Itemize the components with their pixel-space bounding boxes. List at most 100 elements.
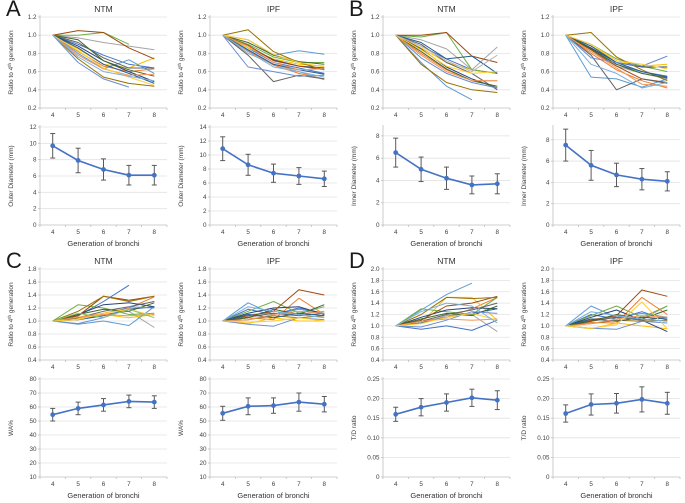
- x-axis-label: Generation of bronchi: [67, 491, 139, 500]
- chart-canvas: 0.2 0.4 0.6 0.8 1.0 1.2 4 5 6 7 8 NTM Ratio to 4th g…: [350, 4, 511, 119]
- chart-title: NTM: [437, 4, 455, 14]
- patient-line: [52, 34, 155, 82]
- x-tick-label: 6: [102, 229, 106, 236]
- x-tick-label: 8: [153, 364, 157, 371]
- y-tick-label: 1.0: [28, 318, 37, 325]
- patient-line: [565, 34, 668, 67]
- x-tick-label: 7: [297, 364, 301, 371]
- patient-line: [395, 318, 498, 327]
- x-tick-label: 5: [76, 364, 80, 371]
- y-tick-label: 50: [199, 418, 207, 425]
- mean-marker: [494, 397, 500, 403]
- panel-c-charts: 0.4 0.6 0.8 1.0 1.2 1.4 1.6 1.8 4 5 6 7 8 NTM Ratio to…: [4, 254, 342, 503]
- patient-line: [395, 34, 498, 82]
- y-tick-label: 20: [29, 460, 37, 467]
- x-tick-label: 8: [496, 481, 500, 488]
- x-tick-label: 6: [102, 112, 106, 119]
- y-tick-label: 1.0: [541, 323, 550, 330]
- y-tick-label: 0.05: [537, 454, 550, 461]
- mean-marker: [101, 167, 106, 172]
- patient-line: [395, 312, 498, 327]
- patient-line: [52, 30, 155, 60]
- panel-letter-a: A: [6, 0, 21, 21]
- patient-line: [565, 34, 668, 70]
- panel-d-charts: 0.4 0.6 0.8 1.0 1.2 1.4 1.6 1.8 2.0 4 5 6 7 8 NTM Ratio…: [347, 254, 685, 503]
- patient-line: [565, 34, 668, 88]
- y-tick-label: 1.4: [371, 300, 380, 307]
- y-tick-label: 0.6: [28, 344, 37, 351]
- y-tick-label: 2.0: [541, 266, 550, 273]
- patient-line: [565, 34, 668, 89]
- y-tick-label: 0.6: [371, 69, 380, 76]
- patient-line: [52, 34, 155, 76]
- chart-d-ntm-ratio: 0.4 0.6 0.8 1.0 1.2 1.4 1.6 1.8 2.0 4 5 6 7 8 NTM Ratio…: [347, 254, 515, 373]
- x-tick-label: 6: [445, 481, 449, 488]
- chart-title: NTM: [437, 256, 455, 266]
- mean-marker: [563, 142, 569, 148]
- mean-marker: [220, 146, 226, 152]
- panel-letter-d: D: [349, 248, 365, 273]
- y-tick-label: 0.4: [198, 357, 207, 364]
- x-tick-label: 4: [394, 364, 398, 371]
- y-axis-label: Outer Diameter (mm): [178, 145, 185, 206]
- y-axis-label: Inner Diameter (mm): [351, 146, 358, 206]
- y-tick-label: 0.8: [198, 331, 207, 338]
- patient-line: [222, 34, 325, 65]
- x-tick-label: 6: [615, 112, 619, 119]
- x-tick-label: 7: [297, 229, 301, 236]
- y-tick-label: 1.8: [541, 277, 550, 284]
- y-tick-label: 40: [29, 432, 37, 439]
- x-tick-label: 8: [323, 112, 327, 119]
- y-tick-label: 0.4: [541, 87, 550, 94]
- chart-b-ipf-ratio: 0.2 0.4 0.6 0.8 1.0 1.2 4 5 6 7 8 IPF Ratio to 4th g…: [517, 2, 685, 121]
- y-tick-label: 1.6: [371, 289, 380, 296]
- panel-b-charts: 0.2 0.4 0.6 0.8 1.0 1.2 4 5 6 7 8 NTM Ratio to 4th g…: [347, 2, 685, 251]
- chart-title: NTM: [94, 4, 112, 14]
- chart-canvas: 10 20 30 40 50 60 70 80 4 5 6 7 8 WA% Generation of br…: [8, 376, 168, 500]
- panel-c-ipf-column: 0.4 0.6 0.8 1.0 1.2 1.4 1.6 1.8 4 5 6 7 8 IPF Ratio to…: [174, 254, 342, 503]
- y-tick-label: 2.0: [371, 266, 380, 273]
- y-tick-label: 2: [203, 208, 207, 215]
- chart-canvas: 0 0.05 0.10 0.15 0.20 0.25 4 5 6 7 8 T/D ratio Gener…: [521, 376, 681, 500]
- x-tick-label: 5: [76, 229, 80, 236]
- y-tick-label: 10: [29, 474, 37, 481]
- patient-line: [52, 304, 155, 322]
- patient-line: [52, 308, 155, 322]
- y-tick-label: 0.8: [371, 50, 380, 57]
- panel-b-ntm-column: 0.2 0.4 0.6 0.8 1.0 1.2 4 5 6 7 8 NTM Ratio to 4th g…: [347, 2, 515, 251]
- x-tick-label: 4: [564, 229, 568, 236]
- y-tick-label: 2: [376, 200, 380, 207]
- x-tick-label: 5: [246, 364, 250, 371]
- mean-marker: [614, 172, 619, 178]
- y-axis-label: Ratio to 4th generation: [177, 30, 185, 95]
- y-tick-label: 60: [199, 404, 207, 411]
- x-axis-label: Generation of bronchi: [410, 239, 482, 248]
- patient-line: [565, 34, 668, 87]
- x-tick-label: 7: [297, 481, 301, 488]
- patient-line: [395, 34, 498, 89]
- patient-line: [395, 296, 498, 327]
- x-tick-label: 5: [419, 364, 423, 371]
- chart-canvas: 0 2 4 6 8 4 5 6 7 8 Inner Diameter (mm) Generation …: [521, 125, 681, 248]
- y-tick-label: 0.4: [371, 357, 380, 364]
- patient-line: [52, 34, 130, 88]
- y-axis-label: WA%: [8, 420, 15, 436]
- y-tick-label: 0: [376, 222, 380, 229]
- y-tick-label: 1.2: [541, 312, 550, 319]
- x-tick-label: 8: [666, 481, 670, 488]
- chart-canvas: 0.4 0.6 0.8 1.0 1.2 1.4 1.6 1.8 4 5 6 7 8 NTM Ratio to…: [7, 256, 168, 371]
- chart-title: IPF: [610, 4, 623, 14]
- patient-line: [222, 29, 325, 71]
- y-axis-label: T/D ratio: [521, 415, 528, 440]
- chart-canvas: 0 2 4 6 8 4 5 6 7 8 Inner Diameter (mm) Generation …: [351, 125, 511, 248]
- y-tick-label: 80: [199, 376, 207, 383]
- y-tick-label: 1.0: [28, 32, 37, 39]
- patient-line: [52, 302, 155, 322]
- y-tick-label: 0: [33, 222, 37, 229]
- chart-c-ipf-wa-percent: 10 20 30 40 50 60 70 80 4 5 6 7 8 WA% Generation of br…: [174, 373, 342, 503]
- y-tick-label: 0.8: [541, 50, 550, 57]
- y-tick-label: 10: [199, 474, 207, 481]
- x-tick-label: 7: [470, 364, 474, 371]
- y-tick-label: 1.0: [198, 32, 207, 39]
